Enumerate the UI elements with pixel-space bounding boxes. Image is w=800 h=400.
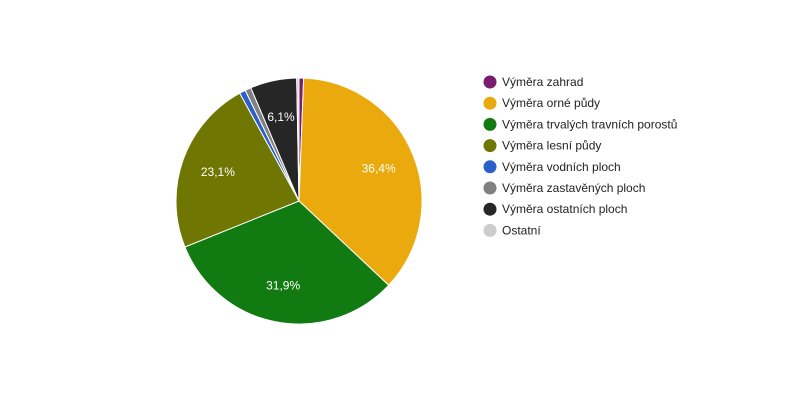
legend-swatch (483, 139, 497, 153)
legend-label: Ostatní (502, 223, 541, 237)
legend-label: Výměra vodních ploch (502, 160, 621, 174)
legend-swatch (483, 181, 497, 195)
pie-slice-vymera-trvalych-travnich-porostu[interactable] (184, 200, 390, 325)
legend-swatch (483, 96, 497, 110)
legend[interactable]: Výměra zahrad Výměra orné půdy Výměra trva… (483, 75, 678, 237)
legend-swatch (483, 223, 497, 237)
legend-item-ostatni[interactable]: Ostatní (483, 223, 542, 237)
pie-slice-vymera-lesni-pudy[interactable] (175, 92, 300, 248)
legend-label: Výměra lesní půdy (502, 139, 601, 153)
legend-label: Výměra zahrad (502, 75, 583, 89)
slice-label-vymera-orne-pudy: 36,4% (362, 161, 396, 175)
legend-swatch (483, 202, 497, 216)
legend-item-vymera-zahrad[interactable]: Výměra zahrad (483, 75, 584, 89)
pie-slice-ostatni[interactable] (296, 77, 300, 202)
legend-label: Výměra ostatních ploch (502, 202, 627, 216)
legend-item-vymera-orne-pudy[interactable]: Výměra orné půdy (483, 96, 601, 110)
legend-item-vymera-lesni-pudy[interactable]: Výměra lesní půdy (483, 139, 602, 153)
legend-item-vymera-zastavenych-ploch[interactable]: Výměra zastavěných ploch (483, 181, 646, 195)
legend-swatch (483, 117, 497, 131)
legend-label: Výměra zastavěných ploch (502, 181, 645, 195)
slice-label-vymera-trvalych-travnich-porostu: 31,9% (266, 279, 300, 293)
pie-slice-labels: 36,4% 31,9% 23,1% 6,1% (201, 110, 396, 293)
legend-swatch (483, 160, 497, 174)
legend-item-vymera-trvalych-travnich-porostu[interactable]: Výměra trvalých travních porostů (483, 117, 678, 131)
legend-label: Výměra orné půdy (502, 96, 600, 110)
legend-swatch (483, 75, 497, 89)
slice-label-vymera-lesni-pudy: 23,1% (201, 165, 235, 179)
pie-slices (175, 77, 423, 325)
pie-slice-vymera-orne-pudy[interactable] (298, 77, 423, 286)
legend-item-vymera-vodnich-ploch[interactable]: Výměra vodních ploch (483, 160, 621, 174)
legend-label: Výměra trvalých travních porostů (502, 117, 677, 131)
legend-item-vymera-ostatnich-ploch[interactable]: Výměra ostatních ploch (483, 202, 628, 216)
slice-label-vymera-ostatnich-ploch: 6,1% (267, 110, 295, 124)
